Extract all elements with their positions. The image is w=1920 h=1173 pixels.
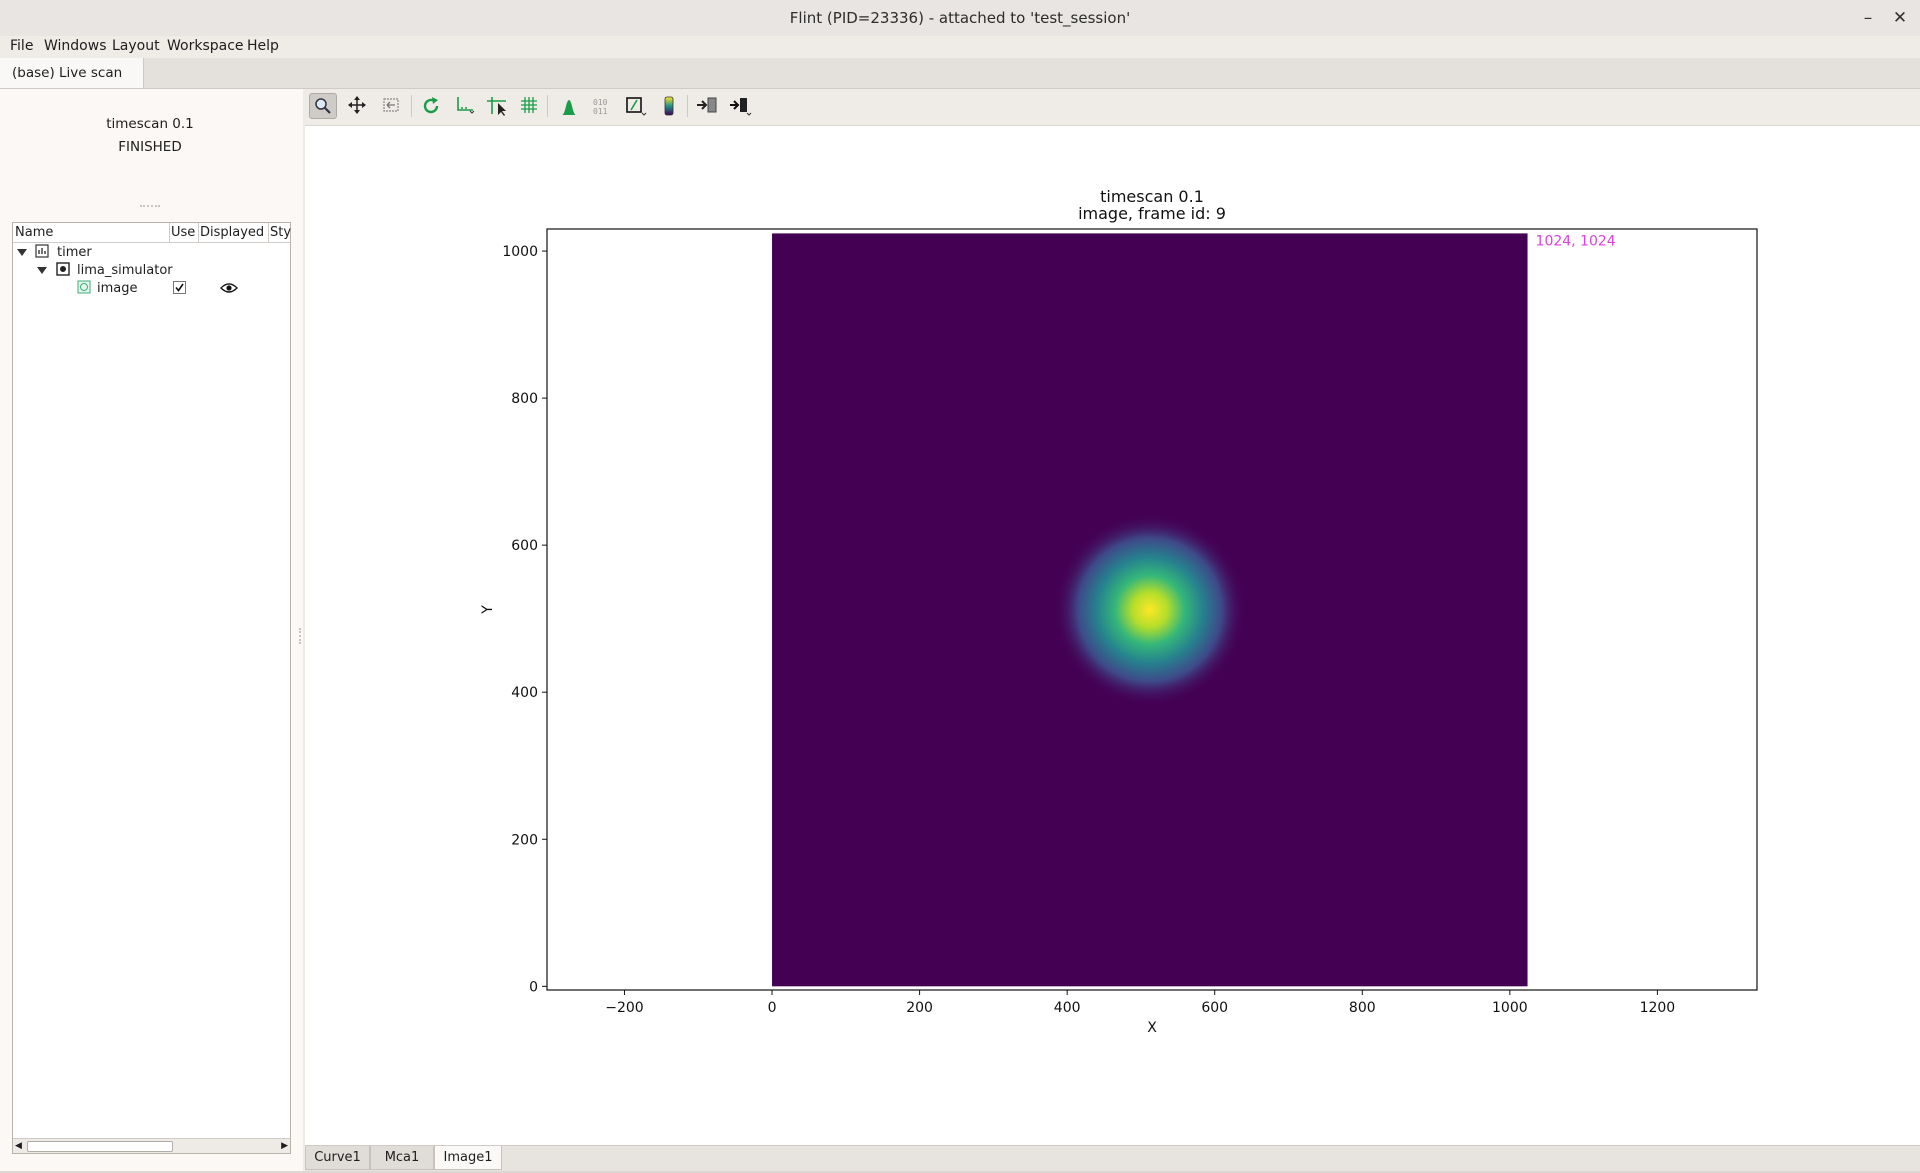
scan-panel: timescan 0.1 FINISHED Name Use Displayed… [0,89,303,1171]
device-icon [56,262,70,280]
column-displayed[interactable]: Displayed [200,225,265,240]
title-bar: Flint (PID=23336) - attached to 'test_se… [0,0,1920,37]
x-tick-label: 1000 [1492,1000,1528,1016]
colorbar-icon[interactable] [655,93,683,119]
expand-arrow-icon[interactable] [37,267,47,274]
use-checkbox[interactable] [173,281,186,298]
y-tick-label: 600 [511,538,538,554]
menu-layout[interactable]: Layout [112,38,160,54]
minimize-icon[interactable]: – [1863,8,1873,28]
menu-workspace[interactable]: Workspace [167,38,244,54]
scroll-left-icon[interactable]: ◀ [15,1141,22,1151]
panel-splitter-handle[interactable] [140,205,160,209]
scrollbar-thumb[interactable] [27,1141,173,1152]
plot-title: timescan 0.1 [1100,187,1204,206]
crosshair-icon[interactable] [483,93,511,119]
menu-windows[interactable]: Windows [44,38,107,54]
y-axis: 0 200 400 600 800 1000 [502,244,547,995]
x-tick-label: 200 [906,1000,933,1016]
menu-bar: File Windows Layout Workspace Help [0,36,1920,58]
axis-options-icon[interactable] [451,93,479,119]
y-axis-label: Y [480,605,496,615]
column-use[interactable]: Use [171,225,196,240]
workspace-tab[interactable]: (base) Live scan [0,58,144,88]
eye-icon[interactable] [220,282,238,298]
close-icon[interactable]: ✕ [1892,8,1908,28]
tree-header: Name Use Displayed Sty [13,223,292,243]
timer-icon [35,244,49,262]
image-icon [77,280,91,298]
y-tick-label: 0 [529,979,538,995]
corner-marker-label: 1024, 1024 [1536,233,1616,249]
export-menu-icon[interactable] [727,93,755,119]
x-axis: −200 0 200 400 600 800 1000 1200 [605,990,1675,1016]
vertical-splitter-handle[interactable] [299,628,303,644]
scan-status: FINISHED [118,139,182,155]
histogram-icon[interactable] [555,93,583,119]
scan-title: timescan 0.1 [106,116,194,132]
image-plot[interactable]: timescan 0.1 image, frame id: 9 −200 0 200… [305,126,1920,1145]
tree-label: lima_simulator [77,263,173,278]
y-tick-label: 800 [511,391,538,407]
aspect-ratio-icon[interactable] [623,93,651,119]
tree-label: timer [57,245,92,260]
image-peak [1053,513,1246,706]
zoom-icon[interactable] [309,93,337,119]
menu-file[interactable]: File [10,38,34,54]
scroll-right-icon[interactable]: ▶ [281,1141,288,1151]
tree-row-timer[interactable]: timer [13,243,290,261]
pan-icon[interactable] [343,93,371,119]
window-title: Flint (PID=23336) - attached to 'test_se… [789,9,1131,27]
x-tick-label: 400 [1054,1000,1081,1016]
x-tick-label: 1200 [1640,1000,1676,1016]
column-style[interactable]: Sty [270,225,292,240]
x-tick-label: 800 [1349,1000,1376,1016]
plot-toolbar: 010 011 [305,89,1920,126]
tree-label: image [97,281,138,296]
data-icon[interactable]: 010 011 [589,93,617,119]
x-tick-label: 600 [1201,1000,1228,1016]
tab-mca1[interactable]: Mca1 [370,1146,434,1170]
horizontal-scrollbar[interactable]: ◀ ▶ [13,1138,290,1153]
x-tick-label: 0 [768,1000,777,1016]
plot-subtitle: image, frame id: 9 [1078,204,1226,223]
menu-help[interactable]: Help [247,38,279,54]
zoom-back-icon[interactable] [377,93,405,119]
plot-tabs: Curve1 Mca1 Image1 [305,1145,1920,1172]
workspace-tab-bar: (base) Live scan [0,58,1920,89]
x-tick-label: −200 [605,1000,643,1016]
reset-zoom-icon[interactable] [417,93,445,119]
svg-text:010: 010 [593,98,608,107]
plot-frame [546,228,1758,991]
x-axis-label: X [1147,1020,1157,1036]
channel-tree[interactable]: Name Use Displayed Sty timer lima_simula… [12,222,291,1154]
tree-row-image[interactable]: image [13,279,290,297]
y-tick-label: 1000 [502,244,538,260]
tree-row-lima-simulator[interactable]: lima_simulator [13,261,290,279]
y-tick-label: 200 [511,832,538,848]
svg-text:011: 011 [593,107,608,116]
grid-icon[interactable] [515,93,543,119]
expand-arrow-icon[interactable] [17,249,27,256]
tab-image1[interactable]: Image1 [434,1146,502,1170]
y-tick-label: 400 [511,685,538,701]
column-name[interactable]: Name [15,225,54,240]
tab-curve1[interactable]: Curve1 [305,1146,370,1170]
export-icon[interactable] [693,93,721,119]
plot-area[interactable]: timescan 0.1 image, frame id: 9 −200 0 200… [305,126,1920,1145]
